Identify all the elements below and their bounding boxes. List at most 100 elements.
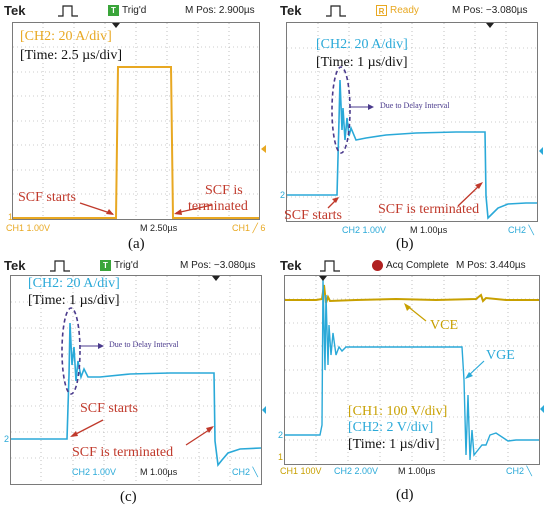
scf-terminated-label-c: SCF is terminated (72, 445, 174, 460)
trigger-status: T Trig'd (108, 5, 146, 16)
trigger-pos-marker-a (112, 23, 120, 28)
footer-timebase-b: M 1.00µs (410, 225, 448, 235)
tek-logo: Tek (4, 3, 26, 18)
trigger-status-icon: R (376, 5, 387, 16)
panel-d-header: Tek Acq Complete M Pos: 3.440µs (276, 255, 550, 277)
caption-a: (a) (128, 236, 145, 252)
scf-terminated-label-b: SCF is terminated (378, 202, 480, 217)
acq-status-text: Acq Complete (386, 260, 449, 272)
trigger-pos-marker-d (319, 276, 327, 281)
footer-trigger-d: CH2 ╲ (506, 466, 532, 476)
ch1-trace-a (13, 66, 259, 219)
scope-plot-a: 1 (8, 23, 266, 222)
mpos-readout: M Pos: −3.080µs (180, 260, 256, 271)
mpos-readout: M Pos: −3.080µs (452, 5, 528, 16)
ch2-marker-b: 2 (280, 190, 285, 200)
trigger-pulse-icon (326, 5, 346, 17)
scf-terminated-label-a2: terminated (188, 199, 248, 214)
footer-ch1-d: CH1 100V (280, 466, 322, 476)
scope-plot-b: 2 (280, 23, 543, 221)
trigger-status-icon: T (100, 260, 111, 271)
footer-timebase-a: M 2.50µs (140, 223, 178, 233)
trigger-status-icon: T (108, 5, 119, 16)
ch2-marker-d: 2 (278, 430, 283, 440)
caption-d: (d) (396, 487, 414, 503)
trigger-level-marker-d (540, 405, 544, 413)
mpos-readout: M Pos: 2.900µs (185, 5, 255, 16)
delay-interval-label-b: Due to Delay Interval (380, 101, 450, 110)
footer-ch2-b: CH2 1.00V (342, 225, 387, 235)
caption-c: (c) (120, 489, 137, 505)
scf-starts-label-c: SCF starts (80, 401, 138, 416)
scf-starts-label-b: SCF starts (284, 208, 342, 223)
vce-label-d: VCE (430, 318, 458, 333)
vge-label-d: VGE (486, 348, 515, 363)
grid-a (13, 23, 259, 219)
scope-plot-c: 2 (4, 276, 266, 484)
panel-a: Tek T Trig'd M Pos: 2.900µs 1 [CH2: 20 A/… (0, 0, 272, 255)
footer-ch2-d: CH2 2.00V (334, 466, 379, 476)
caption-b: (b) (396, 236, 414, 252)
delay-ellipse-b (331, 66, 351, 154)
trigger-status: R Ready (376, 5, 419, 16)
grid-c (11, 276, 261, 484)
footer-ch1-a: CH1 1.00V (6, 223, 51, 233)
grid-d (285, 276, 539, 464)
footer-timebase-d: M 1.00µs (398, 466, 436, 476)
grid-b (287, 23, 537, 221)
trigger-pulse-icon (320, 260, 340, 272)
delay-interval-label-c: Due to Delay Interval (109, 340, 179, 349)
time-scale-label-d: [Time: 1 µs/div] (348, 437, 440, 452)
ch2-trace-d (285, 279, 539, 461)
trigger-level-marker-c (262, 406, 266, 414)
scf-term-arrow-a (175, 204, 213, 214)
trigger-status-text: Ready (390, 5, 419, 17)
trigger-status-text: Trig'd (114, 260, 139, 272)
ch1-marker-d: 1 (278, 452, 283, 462)
scope-plot-d: 2 1 (278, 276, 544, 464)
trigger-pos-marker-c (212, 276, 220, 281)
ch2-scale-label-a: [CH2: 20 A/div] (20, 29, 112, 44)
mpos-readout: M Pos: 3.440µs (456, 260, 526, 271)
ch2-trace-b (287, 79, 537, 220)
panel-c-header: Tek T Trig'd M Pos: −3.080µs (0, 255, 272, 277)
trigger-level-marker-b (539, 147, 543, 155)
scf-starts-arrow-c (71, 419, 104, 437)
footer-ch2-c: CH2 1.00V (72, 467, 117, 477)
scf-starts-label-a: SCF starts (18, 190, 76, 205)
acq-status: Acq Complete (372, 260, 449, 271)
time-scale-label-c: [Time: 1 µs/div] (28, 293, 120, 308)
ch1-marker-a: 1 (8, 212, 13, 222)
trigger-pulse-icon (58, 5, 78, 17)
panel-d: Tek Acq Complete M Pos: 3.440µs 2 1 VCE … (276, 255, 550, 510)
ch2-scale-label-c: [CH2: 20 A/div] (28, 276, 120, 291)
panel-c: Tek T Trig'd M Pos: −3.080µs 2 [CH2: 20 A… (0, 255, 272, 510)
panel-a-header: Tek T Trig'd M Pos: 2.900µs (0, 0, 272, 22)
scf-terminated-label-a1: SCF is (205, 183, 243, 198)
ch2-trace-c (11, 322, 262, 467)
trigger-status-text: Trig'd (122, 5, 147, 17)
ch2-marker-c: 2 (4, 434, 9, 444)
tek-logo: Tek (4, 258, 26, 273)
trigger-pulse-icon (50, 260, 70, 272)
trigger-level-marker-a (261, 145, 266, 153)
time-scale-label-b: [Time: 1 µs/div] (316, 55, 408, 70)
panel-b-header: Tek R Ready M Pos: −3.080µs (276, 0, 550, 22)
panel-b: Tek R Ready M Pos: −3.080µs 2 [CH2: 20 A/… (276, 0, 550, 255)
scf-term-arrow-c (185, 427, 213, 446)
acq-stop-icon (372, 260, 383, 271)
ch2-scale-label-b: [CH2: 20 A/div] (316, 37, 408, 52)
footer-trigger-a: CH1 ╱ 6 (232, 223, 266, 233)
tek-logo: Tek (280, 3, 302, 18)
ch2-scale-label-d: [CH2: 2 V/div] (348, 420, 434, 435)
trigger-status: T Trig'd (100, 260, 138, 271)
time-scale-label-a: [Time: 2.5 µs/div] (20, 48, 123, 63)
footer-trigger-b: CH2 ╲ (508, 225, 534, 235)
footer-trigger-c: CH2 ╲ (232, 467, 258, 477)
ch1-scale-label-d: [CH1: 100 V/div] (348, 404, 448, 419)
footer-timebase-c: M 1.00µs (140, 467, 178, 477)
tek-logo: Tek (280, 258, 302, 273)
scf-term-arrow-b (457, 183, 482, 207)
trigger-pos-marker-b (486, 23, 494, 28)
delay-ellipse-c (61, 307, 81, 395)
